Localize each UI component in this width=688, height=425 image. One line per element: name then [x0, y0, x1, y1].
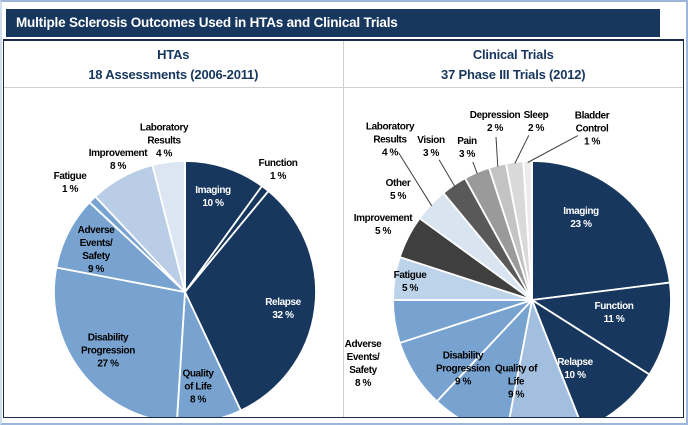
pie-label-improvement: Improvement 5 % — [354, 213, 413, 237]
pie-label-relapse: Relapse 32 % — [265, 297, 301, 321]
clinical-trials-title: Clinical Trials — [472, 47, 554, 62]
leader-line-pain — [472, 161, 478, 174]
pie-label-fatigue: Fatigue 5 % — [394, 270, 428, 294]
pie-label-quality-of-life: Quality of Life 8 % — [182, 369, 214, 406]
pie-label-fatigue: Fatigue 1 % — [54, 171, 88, 195]
pie-label-vision: Vision 3 % — [417, 135, 445, 159]
clinical-trials-pie-cell: Imaging 23 % Function 11 % Relapse 10 % Qualit… — [344, 88, 683, 417]
table-body-row: Imaging 10 % Function 1 % Relapse 32 % Quality… — [4, 88, 683, 417]
pie-label-laboratory-results: Laboratory Results 4 % — [366, 122, 415, 159]
table-header-row: HTAs 18 Assessments (2006-2011) Clinical… — [4, 41, 683, 88]
pie-label-adverse-events-safety: Adverse Events/Safety 8 % — [345, 339, 383, 389]
htas-pie-chart: Imaging 10 % Function 1 % Relapse 32 % Quality… — [53, 123, 317, 417]
pie-slice-relapse — [184, 190, 317, 412]
pie-label-function: Function 1 % — [258, 158, 297, 182]
pie-label-sleep: Sleep 2 % — [524, 110, 549, 134]
clinical-trials-pie-chart: Imaging 23 % Function 11 % Relapse 10 % Qualit… — [345, 110, 672, 417]
pie-slice-quality-of-life — [176, 291, 242, 417]
htas-subtitle: 18 Assessments (2006-2011) — [88, 66, 259, 82]
htas-title: HTAs — [157, 47, 190, 62]
figure-title-bar: Multiple Sclerosis Outcomes Used in HTAs… — [6, 9, 660, 37]
pie-slice-laboratory-results — [151, 160, 186, 293]
pie-slice-disability-progression — [53, 266, 186, 417]
pie-slice-imaging — [184, 160, 263, 293]
pie-label-pain: Pain 3 % — [457, 136, 477, 160]
pie-label-adverse-events-safety: Adverse Events/Safety 9 % — [78, 225, 116, 275]
pie-slice-function — [531, 281, 672, 376]
pie-label-imaging: Imaging 23 % — [563, 206, 599, 230]
pie-label-disability-progression: Disability Progression 9 % — [436, 351, 490, 388]
header-cell-htas: HTAs 18 Assessments (2006-2011) — [4, 41, 344, 87]
htas-pie-cell: Imaging 10 % Function 1 % Relapse 32 % Quality… — [4, 88, 344, 417]
pie-label-quality-of-life: Quality of Life 9 % — [495, 364, 538, 401]
comparison-table: HTAs 18 Assessments (2006-2011) Clinical… — [3, 39, 684, 418]
leader-line-laboratory-results — [398, 152, 433, 207]
pie-slice-bladder-control — [522, 160, 533, 301]
pie-label-depression: Depression 2 % — [470, 110, 521, 134]
leader-line-vision — [438, 159, 456, 187]
pie-label-other: Other 5 % — [386, 178, 411, 202]
header-cell-clinical-trials: Clinical Trials 37 Phase III Trials (201… — [344, 41, 684, 87]
pie-label-laboratory-results: Laboratory Results 4 % — [140, 123, 189, 160]
clinical-trials-subtitle: 37 Phase III Trials (2012) — [441, 66, 586, 82]
pie-label-disability-progression: Disability Progression 27 % — [81, 333, 135, 370]
pie-label-relapse: Relapse 10 % — [557, 357, 593, 381]
leader-line-depression — [495, 136, 499, 167]
pie-label-improvement: Improvement 8 % — [89, 148, 148, 172]
pie-slice-relapse — [531, 299, 651, 417]
pie-slice-imaging — [531, 160, 671, 301]
figure-title: Multiple Sclerosis Outcomes Used in HTAs… — [16, 15, 398, 30]
leader-line-bladder-control — [527, 135, 579, 163]
leader-line-sleep — [514, 135, 530, 164]
pie-label-imaging: Imaging 10 % — [195, 185, 231, 209]
pie-label-function: Function 11 % — [594, 301, 633, 325]
pie-label-bladder-control: Bladder Control 1 % — [575, 111, 610, 148]
